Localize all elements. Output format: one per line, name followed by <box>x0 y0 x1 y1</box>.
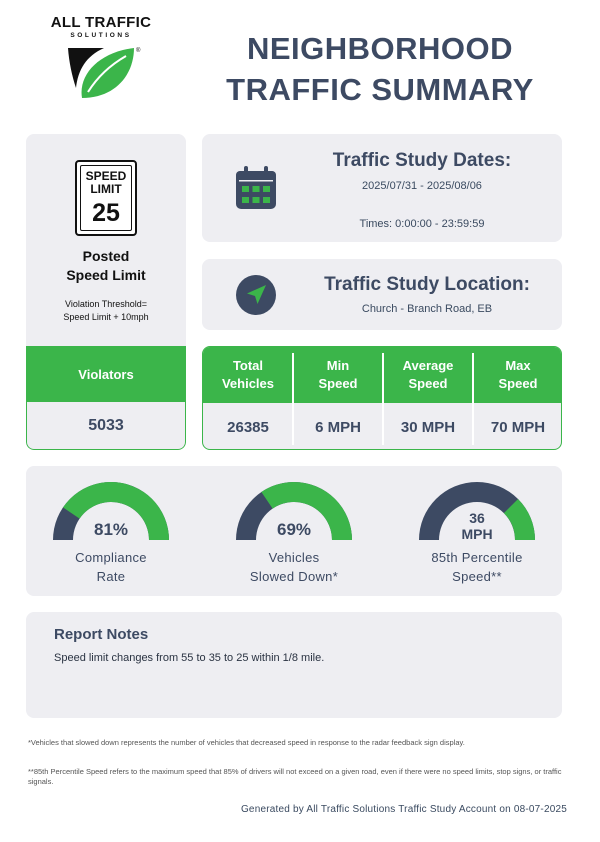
column-divider <box>472 353 474 445</box>
speed-limit-sign-icon: SPEED LIMIT 25 <box>75 160 137 236</box>
navigation-arrow-icon <box>236 275 276 315</box>
study-date-range: 2025/07/31 - 2025/08/06 <box>362 180 482 192</box>
vehicles-slowed-gauge: 69% Vehicles Slowed Down* <box>229 480 359 590</box>
percentile-speed-gauge: 36 MPH 85th Percentile Speed** <box>412 480 542 590</box>
stat-label: Max Speed <box>473 347 561 403</box>
study-dates-card: Traffic Study Dates: 2025/07/31 - 2025/0… <box>202 134 562 242</box>
gauge-dial <box>53 482 169 540</box>
sign-word-limit: LIMIT <box>90 182 122 196</box>
sign-word-speed: SPEED <box>85 169 127 183</box>
study-dates-title: Traffic Study Dates: <box>332 150 512 171</box>
gauge-value-line-2: MPH <box>461 526 493 542</box>
study-location-value: Church - Branch Road, EB <box>361 303 493 315</box>
compliance-rate-gauge: 81% Compliance Rate <box>46 480 176 590</box>
stat-value: 30 MPH <box>400 418 456 436</box>
gauge-dial <box>419 482 535 540</box>
violators-label: Violators <box>26 346 186 402</box>
speed-limit-card: SPEED LIMIT 25 Posted Speed Limit Violat… <box>26 134 186 450</box>
stat-label: Total Vehicles <box>203 347 293 403</box>
footnote-percentile: **85th Percentile Speed refers to the ma… <box>28 767 562 786</box>
posted-line-1: Posted <box>82 248 130 264</box>
gauge-dial <box>236 482 352 540</box>
stat-value: 6 MPH <box>315 418 361 436</box>
logo-sub-text: SOLUTIONS <box>70 32 132 39</box>
stat-value: 70 MPH <box>490 418 546 436</box>
logo-brand-text: ALL TRAFFIC <box>50 14 152 31</box>
stat-average-speed: Average Speed 30 MPH <box>383 347 473 449</box>
company-logo: ALL TRAFFIC SOLUTIONS ® <box>46 14 156 104</box>
gauge-fill <box>503 498 535 540</box>
sign-speed-value: 25 <box>92 199 120 227</box>
gauge-label-line-1: Vehicles <box>268 550 320 565</box>
gauge-label-line-1: 85th Percentile <box>431 550 523 565</box>
gauge-label-line-2: Slowed Down* <box>249 569 339 584</box>
stat-value: 26385 <box>227 418 269 436</box>
study-location-card: Traffic Study Location: Church - Branch … <box>202 259 562 330</box>
gauge-label-line-1: Compliance <box>75 550 147 565</box>
study-times: Times: 0:00:00 - 23:59:59 <box>359 218 485 230</box>
report-notes-card: Report Notes Speed limit changes from 55… <box>26 612 562 718</box>
gauge-label-line-2: Rate <box>96 569 126 584</box>
footnote-slowed-down: *Vehicles that slowed down represents th… <box>28 738 465 747</box>
title-line-2: TRAFFIC SUMMARY <box>226 72 534 107</box>
gauge-value-line-1: 36 <box>469 510 485 526</box>
calendar-icon <box>236 166 276 209</box>
leaf-logo-icon <box>68 48 134 98</box>
traffic-stats-table: Total Vehicles 26385 Min Speed 6 MPH Ave… <box>202 346 562 450</box>
gauges-card: 81% Compliance Rate 69% Vehicles Slowed … <box>26 466 562 596</box>
violation-threshold-text: Violation Threshold= Speed Limit + 10mph <box>26 298 186 324</box>
stat-min-speed: Min Speed 6 MPH <box>293 347 383 449</box>
page-title: NEIGHBORHOOD TRAFFIC SUMMARY <box>200 28 560 110</box>
threshold-line-1: Violation Threshold= <box>65 299 147 309</box>
gauge-label-line-2: Speed** <box>452 569 502 584</box>
posted-speed-limit-label: Posted Speed Limit <box>26 247 186 285</box>
column-divider <box>292 353 294 445</box>
stat-max-speed: Max Speed 70 MPH <box>473 347 561 449</box>
compliance-rate-value: 81% <box>93 520 129 539</box>
study-location-title: Traffic Study Location: <box>324 274 530 295</box>
percentile-speed-value: 36 MPH <box>412 510 542 542</box>
stat-total-vehicles: Total Vehicles 26385 <box>203 347 293 449</box>
title-line-1: NEIGHBORHOOD <box>246 31 514 66</box>
violators-value: 5033 <box>26 402 186 450</box>
stat-label: Min Speed <box>293 347 383 403</box>
gauge-track <box>419 482 535 540</box>
percentile-speed-label: 85th Percentile Speed** <box>402 548 552 586</box>
stat-label: Average Speed <box>383 347 473 403</box>
vehicles-slowed-label: Vehicles Slowed Down* <box>219 548 369 586</box>
vehicles-slowed-value: 69% <box>276 520 312 539</box>
column-divider <box>382 353 384 445</box>
generated-by-text: Generated by All Traffic Solutions Traff… <box>240 804 567 815</box>
report-notes-text: Speed limit changes from 55 to 35 to 25 … <box>54 652 325 664</box>
registered-mark: ® <box>136 48 141 54</box>
gauge-fill <box>63 482 169 540</box>
posted-line-2: Speed Limit <box>66 267 146 283</box>
compliance-rate-label: Compliance Rate <box>36 548 186 586</box>
gauge-fill <box>261 482 352 540</box>
report-notes-title: Report Notes <box>54 626 149 643</box>
threshold-line-2: Speed Limit + 10mph <box>63 312 149 322</box>
